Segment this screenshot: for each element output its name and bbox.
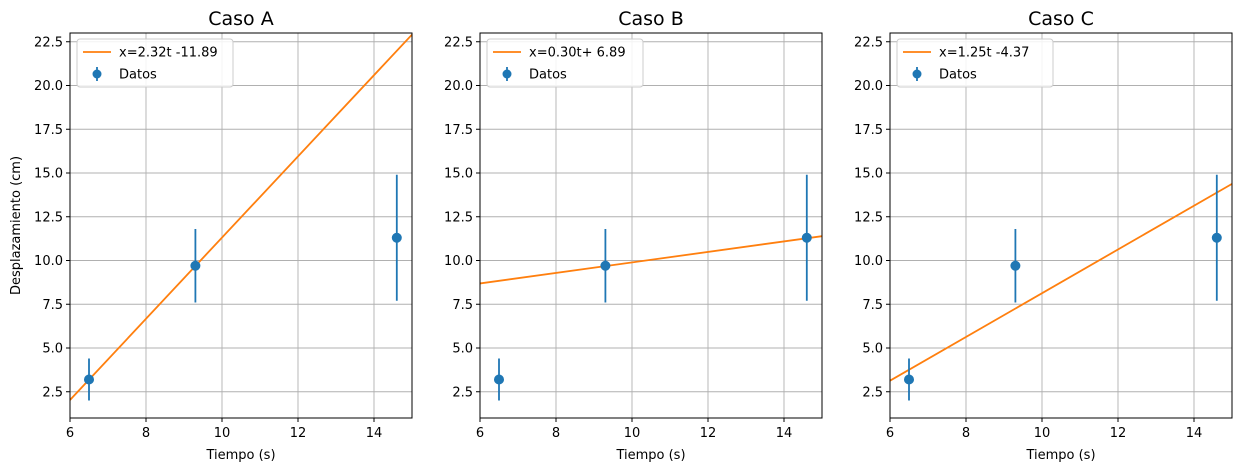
x-tick-label: 12 [290,426,307,441]
legend: x=2.32t -11.89 Datos [76,38,234,88]
subplot-c: 6 8 10 12 14 2.5 5.0 7.5 10.0 12.5 15.0 17.5 20.0 22.… [854,8,1233,463]
legend-fit-label: x=2.32t -11.89 [119,46,218,61]
chart-title: Caso C [1028,8,1094,30]
y-tick-label: 22.5 [444,35,473,50]
y-tick-label: 2.5 [452,385,473,400]
y-tick-label: 20.0 [34,79,63,94]
subplot-a: 6 8 10 12 14 2.5 5.0 7.5 10.0 12.5 15.0 17.5 20.0 22.… [9,8,413,463]
data-point [904,374,914,385]
legend-data-label: Datos [939,68,977,83]
y-tick-label: 10.0 [444,254,473,269]
x-tick-label: 12 [700,426,717,441]
x-tick-label: 6 [476,426,484,441]
y-tick-label: 15.0 [854,167,883,182]
x-tick-label: 10 [624,426,641,441]
x-axis-label: Tiempo (s) [615,448,685,463]
x-tick-label: 10 [1034,426,1051,441]
data-point [494,374,504,385]
x-tick-label: 14 [776,426,793,441]
axes-frame [479,32,823,419]
y-tick-label: 5.0 [862,342,883,357]
y-tick-label: 12.5 [34,210,63,225]
legend-data-label: Datos [529,68,567,83]
y-tick-label: 2.5 [42,385,63,400]
x-axis-label: Tiempo (s) [205,448,275,463]
legend-data-marker [912,69,922,79]
legend: x=1.25t -4.37 Datos [896,38,1054,88]
x-tick-label: 6 [66,426,74,441]
axes-frame [889,32,1233,419]
fit-line [480,235,822,285]
y-tick-label: 7.5 [452,298,473,313]
y-tick-label: 10.0 [854,254,883,269]
y-tick-label: 7.5 [42,298,63,313]
y-tick-label: 5.0 [42,342,63,357]
legend-data-label: Datos [119,68,157,83]
legend-fit-label: x=1.25t -4.37 [939,46,1029,61]
x-tick-label: 10 [214,426,231,441]
subplot-b: 6 8 10 12 14 2.5 5.0 7.5 10.0 12.5 15.0 17.5 20.0 22.… [444,8,823,463]
y-tick-label: 22.5 [854,35,883,50]
y-tick-label: 7.5 [862,298,883,313]
chart-title: Caso B [618,8,684,30]
axes-frame [69,32,413,419]
data-point [190,260,201,271]
y-tick-label: 20.0 [854,79,883,94]
y-tick-label: 17.5 [34,123,63,138]
x-tick-label: 8 [552,426,560,441]
legend-box [76,38,234,88]
legend-fit-label: x=0.30t+ 6.89 [529,46,626,61]
legend-data-marker [502,69,512,79]
legend-box [896,38,1054,88]
x-tick-label: 8 [962,426,970,441]
x-tick-label: 12 [1110,426,1127,441]
fit-line [70,33,412,401]
y-tick-label: 5.0 [452,342,473,357]
data-point [84,374,94,385]
legend: x=0.30t+ 6.89 Datos [486,38,644,88]
y-tick-label: 22.5 [34,35,63,50]
data-point [1010,260,1021,271]
y-tick-label: 2.5 [862,385,883,400]
x-axis-label: Tiempo (s) [1025,448,1095,463]
y-tick-label: 20.0 [444,79,473,94]
y-tick-label: 17.5 [444,123,473,138]
data-point [391,232,402,243]
x-tick-label: 8 [142,426,150,441]
y-tick-label: 17.5 [854,123,883,138]
data-point [600,260,611,271]
legend-box [486,38,644,88]
y-tick-label: 10.0 [34,254,63,269]
y-axis-label: Desplazamiento (cm) [9,156,24,295]
data-point [801,232,812,243]
x-tick-label: 14 [1186,426,1203,441]
x-tick-label: 14 [366,426,383,441]
chart-title: Caso A [208,8,273,30]
y-tick-label: 12.5 [854,210,883,225]
data-point [1211,232,1222,243]
y-tick-label: 15.0 [444,167,473,182]
y-tick-label: 12.5 [444,210,473,225]
y-tick-label: 15.0 [34,167,63,182]
fit-line [890,183,1232,382]
x-tick-label: 6 [886,426,894,441]
legend-data-marker [92,69,102,79]
